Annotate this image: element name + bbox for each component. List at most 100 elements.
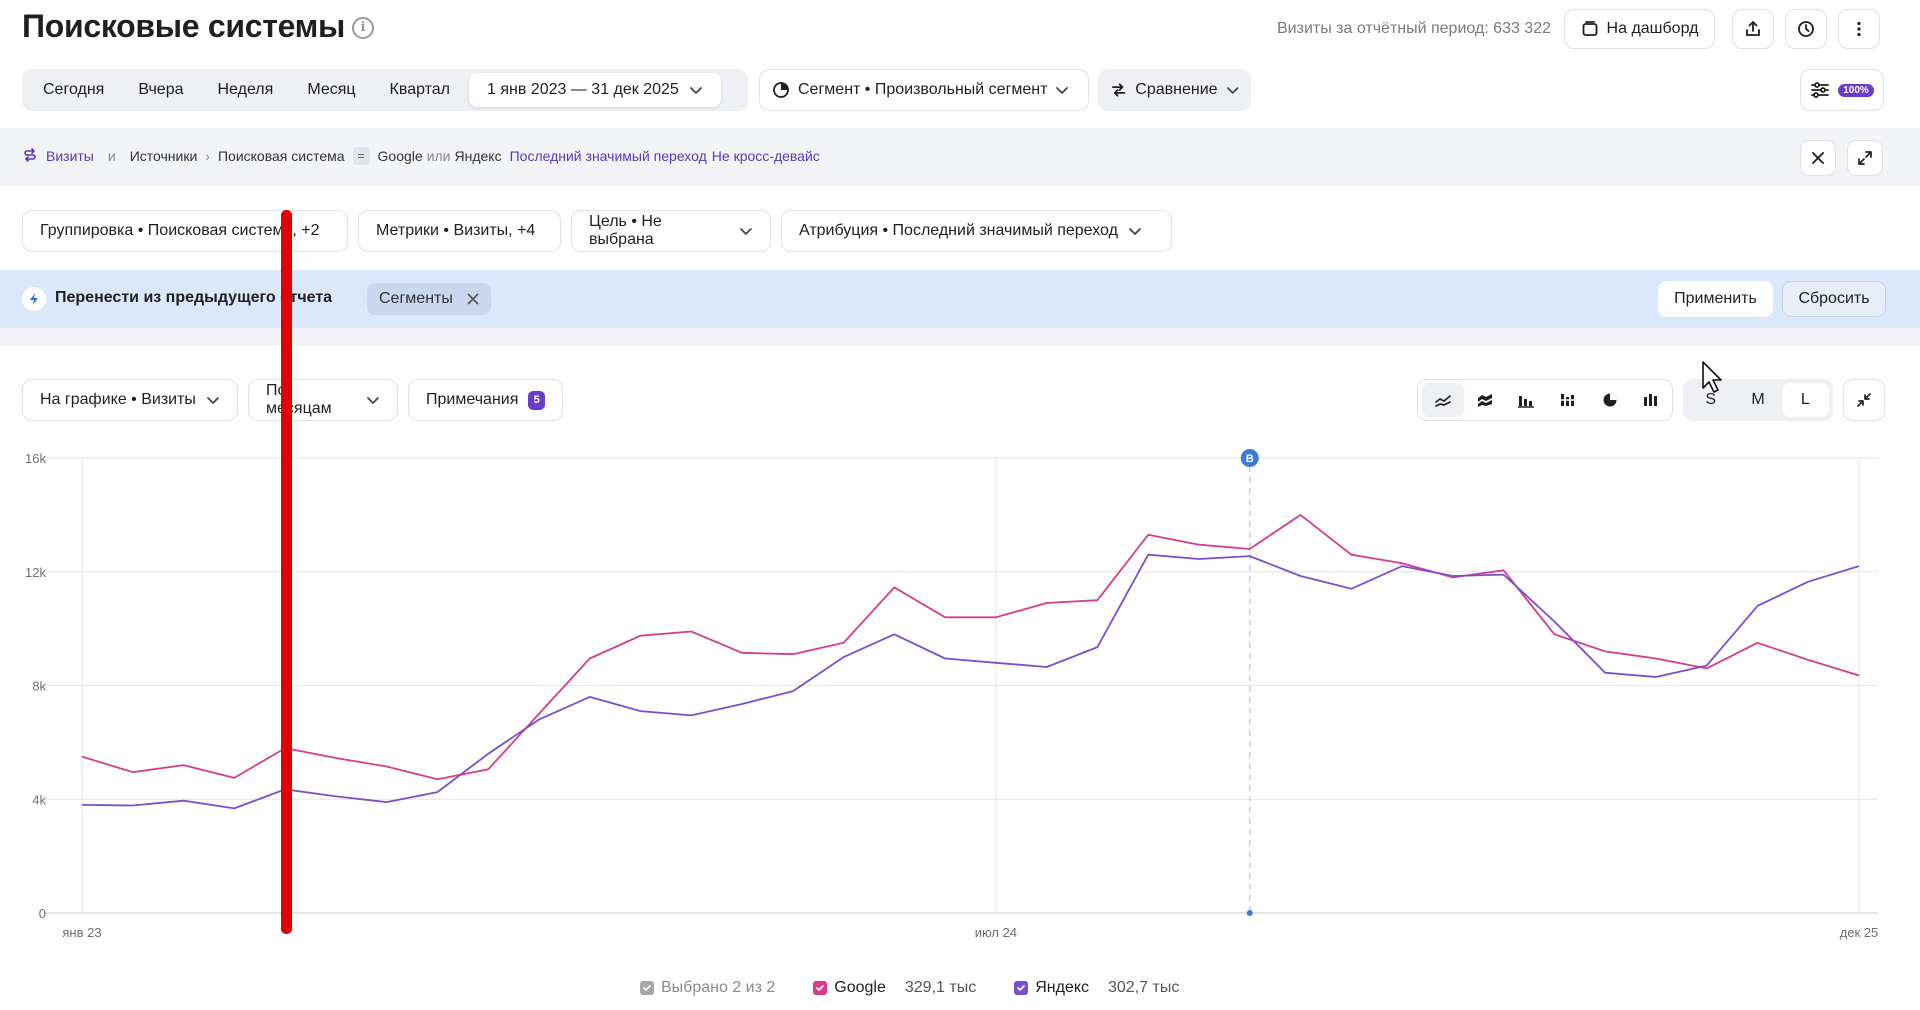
history-button[interactable]	[1785, 9, 1827, 49]
apply-button[interactable]: Применить	[1658, 281, 1773, 317]
size-m-button[interactable]: M	[1751, 391, 1765, 408]
grouping-dropdown[interactable]: Группировка • Поисковая система, +2	[22, 210, 348, 252]
legend-google-value: 329,1 тыс	[904, 979, 977, 996]
chart-type-selector	[1417, 379, 1673, 421]
visits-line-chart[interactable]: 0 4k 8k 12k 16k янв 23 июл 24 дек 25 В	[0, 440, 1920, 940]
period-week[interactable]: Неделя	[217, 81, 274, 98]
comparison-dropdown[interactable]: Сравнение	[1098, 69, 1251, 111]
metrics-dropdown[interactable]: Метрики • Визиты, +4	[358, 210, 561, 252]
legend-select-all[interactable]: Выбрано 2 из 2	[640, 979, 775, 997]
filter-sources[interactable]: Источники	[129, 148, 198, 164]
note-marker-badge	[1240, 449, 1259, 467]
chevron-down-icon	[689, 87, 702, 94]
date-range-picker[interactable]: 1 янв 2023 — 31 дек 2025	[469, 73, 721, 107]
legend-yandex-value: 302,7 тыс	[1108, 979, 1180, 996]
pie-chart-icon	[1603, 393, 1617, 407]
reset-button[interactable]: Сбросить	[1782, 281, 1886, 317]
on-chart-dropdown[interactable]: На графике • Визиты	[22, 379, 238, 421]
report-header: Поисковые системы i Визиты за отчётный п…	[0, 0, 1920, 60]
collapse-chart-button[interactable]	[1843, 379, 1885, 421]
export-button[interactable]	[1732, 9, 1774, 49]
section-divider	[0, 328, 1920, 346]
filter-last-click[interactable]: Последний значимый переход	[509, 148, 707, 164]
checkbox-icon	[813, 981, 828, 995]
comparison-label: Сравнение	[1135, 81, 1218, 98]
y-tick-label: 0	[39, 906, 46, 921]
info-icon[interactable]: i	[352, 17, 374, 39]
line-chart-icon	[1434, 395, 1451, 407]
notes-button[interactable]: Примечания 5	[408, 379, 563, 421]
legend-item-google[interactable]: Google 329,1 тыс	[813, 979, 976, 997]
goal-dropdown[interactable]: Цель • Не выбрана	[571, 210, 771, 252]
x-tick-label: янв 23	[62, 925, 101, 940]
report-settings-row: Группировка • Поисковая система, +2 Метр…	[22, 210, 1172, 252]
period-today[interactable]: Сегодня	[43, 81, 105, 98]
detail-dropdown[interactable]: По месяцам	[248, 379, 398, 421]
visits-total: Визиты за отчётный период: 633 322	[1277, 20, 1551, 37]
note-marker-dot	[1246, 910, 1253, 916]
segments-tag-label: Сегменты	[379, 290, 453, 307]
chart-type-line[interactable]	[1422, 383, 1464, 417]
segment-dropdown[interactable]: Сегмент • Произвольный сегмент	[759, 69, 1089, 111]
chevron-down-icon	[367, 397, 379, 404]
sampling-badge: 100%	[1838, 83, 1874, 97]
filter-cross-device[interactable]: Не кросс-девайс	[711, 148, 820, 164]
period-bar: Сегодня Вчера Неделя Месяц Квартал 1 янв…	[22, 69, 1251, 111]
chart-type-bar[interactable]	[1505, 383, 1547, 417]
legend-selected-label: Выбрано 2 из 2	[661, 979, 776, 996]
page-title: Поисковые системы	[22, 8, 346, 44]
pie-chart-icon	[773, 82, 789, 98]
attribution-label: Атрибуция • Последний значимый переход	[799, 222, 1118, 239]
chevron-down-icon	[1129, 228, 1141, 235]
goal-label: Цель • Не выбрана	[589, 213, 662, 248]
share-icon	[1746, 21, 1760, 36]
period-quarter[interactable]: Квартал	[389, 81, 451, 98]
expand-filter-button[interactable]	[1847, 140, 1883, 176]
chevron-down-icon	[1226, 87, 1238, 94]
chart-type-area[interactable]	[1464, 383, 1506, 417]
close-icon[interactable]	[467, 293, 479, 305]
stacked-bar-icon	[1560, 394, 1574, 406]
chart-controls: На графике • Визиты По месяцам Примечани…	[22, 379, 563, 421]
chevron-down-icon	[207, 397, 219, 404]
x-tick-label: дек 25	[1840, 925, 1879, 940]
metrics-label: Метрики • Визиты, +4	[376, 222, 536, 239]
attribution-dropdown[interactable]: Атрибуция • Последний значимый переход	[781, 210, 1172, 252]
chart-type-stacked-bar[interactable]	[1547, 383, 1589, 417]
dashboard-icon	[1582, 21, 1597, 36]
legend-google-label: Google	[834, 979, 886, 996]
expand-icon	[1858, 151, 1872, 165]
filter-visits-link[interactable]: Визиты	[46, 148, 94, 164]
chart-size-selector: S M L	[1683, 379, 1833, 421]
series-line-yandex	[81, 553, 1860, 810]
detail-label: По месяцам	[266, 382, 332, 417]
notes-label: Примечания	[426, 391, 519, 408]
add-to-dashboard-button[interactable]: На дашборд	[1564, 9, 1715, 49]
add-to-dashboard-label: На дашборд	[1606, 20, 1699, 37]
note-marker-label: В	[1246, 453, 1254, 465]
chevron-right-icon: ›	[205, 148, 210, 164]
chart-legend: Выбрано 2 из 2 Google 329,1 тыс Яндекс 3…	[640, 977, 1209, 999]
filter-yandex: Яндекс	[454, 148, 502, 164]
y-tick-label: 12k	[25, 565, 46, 580]
size-s-button[interactable]: S	[1705, 391, 1716, 408]
banner-text: Перенести из предыдущего отчета	[55, 289, 333, 306]
filter-google: Google	[377, 148, 423, 164]
period-month[interactable]: Месяц	[307, 81, 356, 98]
clock-icon	[1798, 21, 1814, 37]
x-tick-label: июл 24	[975, 925, 1017, 940]
bar-chart-icon	[1518, 396, 1535, 408]
more-vertical-icon	[1857, 21, 1861, 37]
more-button[interactable]	[1838, 9, 1880, 49]
filter-search-system[interactable]: Поисковая система	[217, 148, 345, 164]
clear-filter-button[interactable]	[1800, 140, 1836, 176]
chart-type-column[interactable]	[1630, 383, 1672, 417]
y-tick-label: 4k	[32, 792, 46, 807]
period-yesterday[interactable]: Вчера	[138, 81, 184, 98]
chart-type-pie[interactable]	[1589, 383, 1631, 417]
period-selector: Сегодня Вчера Неделя Месяц Квартал 1 янв…	[22, 69, 748, 111]
sampling-settings-button[interactable]: 100%	[1800, 69, 1884, 111]
size-l-button[interactable]: L	[1781, 383, 1829, 417]
legend-item-yandex[interactable]: Яндекс 302,7 тыс	[1014, 979, 1179, 997]
